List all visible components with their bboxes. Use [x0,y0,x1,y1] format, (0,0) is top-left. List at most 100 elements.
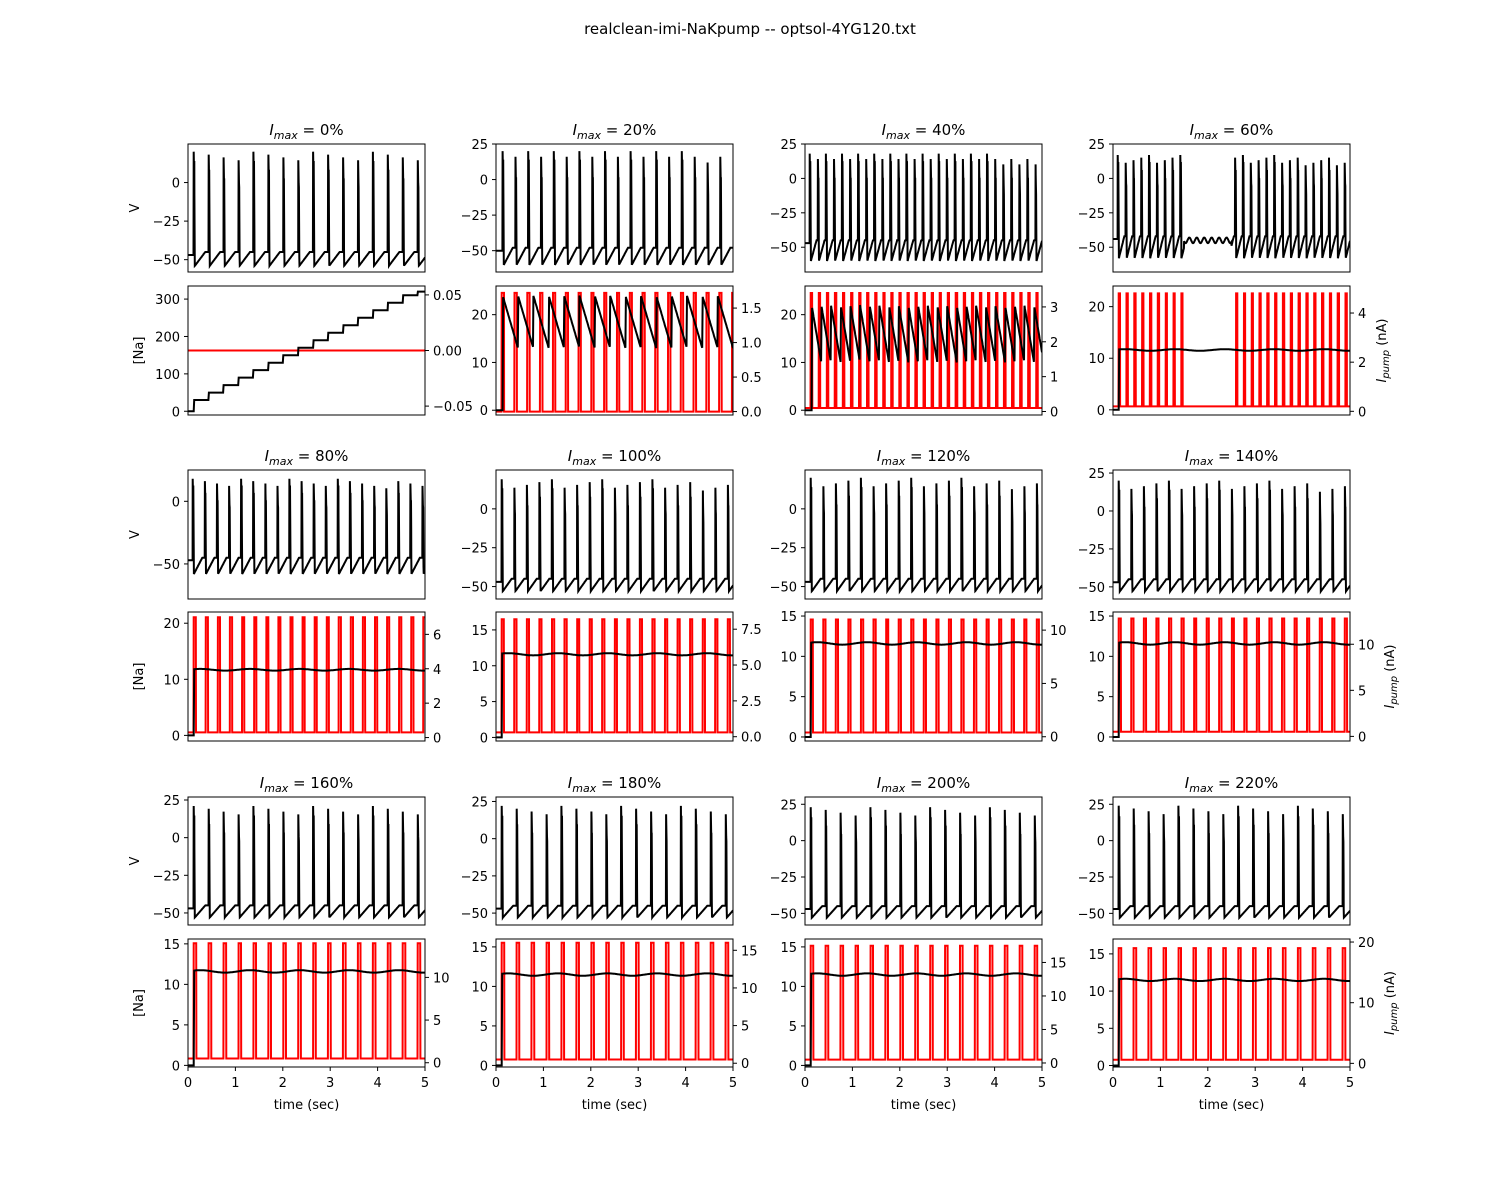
panel-5: Imax = 100% −50 −25 0 0 5 10 15 0.0 2.5 5.0 7.5 [461,447,762,746]
voltage-ytick-label: 25 [780,798,797,813]
panel-title: Imax = 120% [877,447,970,468]
voltage-ytick-label: 0 [789,835,797,850]
sodium-axes-frame [495,285,734,416]
voltage-axes-frame [187,469,426,600]
pump-ytick-label: 0 [1050,406,1058,421]
sodium-ytick-label: 0 [789,1059,797,1074]
voltage-trace [1113,154,1350,259]
panel-title: Imax = 20% [573,121,657,142]
pump-ytick-label: 10 [1358,638,1375,653]
pump-current-trace [805,944,1042,1061]
pump-ytick-label: 5 [1050,677,1058,692]
sodium-ytick-label: 20 [1088,301,1105,316]
voltage-ytick-label: 25 [1088,798,1105,813]
voltage-ytick-label: −25 [770,871,797,886]
voltage-ytick-label: −25 [461,542,488,557]
sodium-ytick-label: 10 [1088,650,1105,665]
voltage-ylabel: V [128,203,143,212]
voltage-ytick-label: 25 [1088,467,1105,482]
pump-ytick-label: 1.5 [741,302,762,317]
x-tick-label: 3 [634,1076,642,1091]
x-tick-label: 2 [896,1076,904,1091]
sodium-ytick-label: 15 [1088,948,1105,963]
voltage-ytick-label: −50 [770,581,797,596]
x-tick-label: 0 [184,1076,192,1091]
voltage-ytick-label: −25 [461,870,488,885]
x-tick-label: 2 [279,1076,287,1091]
panel-title: Imax = 180% [568,774,661,795]
pump-ytick-label: 5 [741,1020,749,1035]
x-tick-label: 3 [1251,1076,1259,1091]
sodium-ytick-label: 10 [780,356,797,371]
pump-ytick-label: 5.0 [741,659,762,674]
sodium-ytick-label: 0 [789,404,797,419]
sodium-ytick-label: 20 [163,617,180,632]
sodium-trace [496,972,733,1067]
panel-4: Imax = 80% −50 0 V 0 10 20 0 2 4 6 [Na] [128,447,441,747]
panel-title: Imax = 140% [1185,447,1278,468]
voltage-trace [188,151,425,270]
voltage-ytick-label: 25 [1088,138,1105,153]
voltage-axes-frame [187,796,426,926]
sodium-ytick-label: 5 [480,696,488,711]
sodium-ytick-label: 5 [789,1020,797,1035]
sodium-ytick-label: 5 [789,691,797,706]
x-tick-label: 0 [1109,1076,1117,1091]
x-axis-label: time (sec) [891,1098,957,1113]
voltage-ytick-label: 0 [172,832,180,847]
voltage-ytick-label: −25 [461,209,488,224]
x-tick-label: 2 [1204,1076,1212,1091]
pump-ytick-label: 0 [433,732,441,747]
pump-ytick-label: 0.0 [741,406,762,421]
voltage-axes-frame [495,143,734,273]
voltage-ytick-label: −50 [770,907,797,922]
pump-ytick-label: 20 [1358,936,1375,951]
voltage-axes-frame [804,796,1043,926]
voltage-axes-frame [495,796,734,926]
sodium-ytick-label: 0 [480,1059,488,1074]
sodium-trace [805,641,1042,738]
voltage-axes-frame [187,143,426,273]
pump-ytick-label: 2 [433,697,441,712]
pump-current-trace [496,941,733,1061]
voltage-ytick-label: −25 [770,542,797,557]
x-tick-label: 4 [373,1076,381,1091]
pump-current-trace [805,618,1042,734]
pump-current-trace [805,292,1042,409]
voltage-trace [805,807,1042,921]
voltage-ytick-label: −25 [153,215,180,230]
sodium-axes-frame [804,938,1043,1068]
sodium-ytick-label: 15 [471,941,488,956]
pump-ytick-label: 10 [433,971,450,986]
voltage-ytick-label: 0 [172,495,180,510]
sodium-axes-frame [187,938,426,1068]
pump-ytick-label: 6 [433,628,441,643]
voltage-ytick-label: −50 [461,907,488,922]
sodium-ytick-label: 0 [172,1059,180,1074]
voltage-ytick-label: −50 [153,254,180,269]
voltage-ytick-label: −50 [1078,581,1105,596]
x-tick-label: 1 [539,1076,547,1091]
x-tick-label: 5 [1346,1076,1354,1091]
voltage-trace [1113,480,1350,595]
pump-current-trace [188,942,425,1060]
pump-ytick-label: 2.5 [741,695,762,710]
x-axis-label: time (sec) [582,1098,648,1113]
panel-7: Imax = 140% −50 −25 0 25 0 5 10 15 0 5 10 Ipump (nA) [1078,447,1400,746]
panel-title: Imax = 100% [568,447,661,468]
voltage-ytick-label: 0 [172,177,180,192]
sodium-ytick-label: 10 [471,980,488,995]
voltage-trace [1113,805,1350,921]
pump-ytick-label: 4 [433,663,441,678]
sodium-axes-frame [187,611,426,742]
sodium-ytick-label: 0 [1097,404,1105,419]
pump-ytick-label: 10 [1050,624,1067,639]
x-tick-label: 0 [492,1076,500,1091]
sodium-ytick-label: 5 [1097,1022,1105,1037]
pump-ytick-label: 10 [1358,997,1375,1012]
pump-ytick-label: 0.0 [741,731,762,746]
sodium-trace [188,290,425,413]
sodium-trace [1113,348,1350,411]
voltage-trace [805,477,1042,595]
